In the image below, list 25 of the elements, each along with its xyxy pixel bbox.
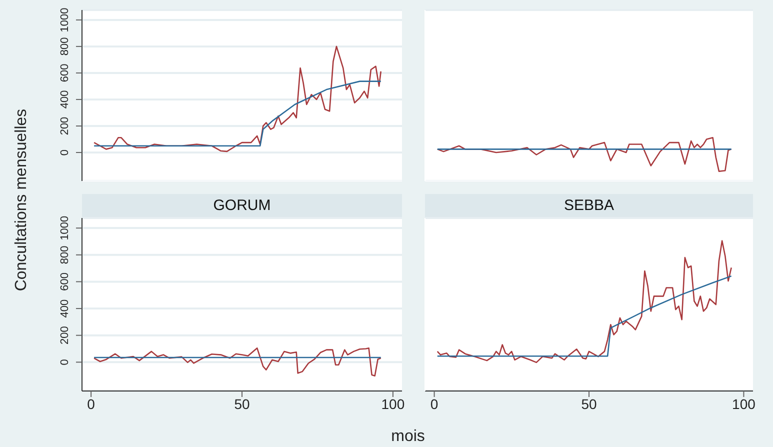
y-tick-label: 600 <box>59 272 71 291</box>
y-tick-label: 600 <box>59 64 71 82</box>
x-tick-label: 0 <box>87 396 96 412</box>
y-tick-label: 400 <box>59 90 71 109</box>
x-tick-label: 100 <box>381 396 405 412</box>
chart-title: SEBBA <box>425 194 753 218</box>
line-series <box>93 80 382 147</box>
x-tick-label: 0 <box>430 396 438 412</box>
y-tick-label: 200 <box>59 326 71 345</box>
y-tick-label: 800 <box>59 246 71 264</box>
y-tick-label: 200 <box>59 116 71 136</box>
x-tick-label: 50 <box>581 396 597 412</box>
y-tick-label: 0 <box>59 359 71 366</box>
line-series <box>93 46 382 152</box>
y-axis-title: Concultations mensuelles <box>13 108 31 292</box>
chart-title: GORUM <box>82 194 402 218</box>
y-tick-label: 400 <box>59 299 71 318</box>
x-tick-label: 100 <box>732 396 756 412</box>
line-series <box>93 347 382 376</box>
x-tick-label: 50 <box>234 396 250 412</box>
y-tick-label: 1000 <box>59 8 71 32</box>
x-axis-title: mois <box>391 428 425 446</box>
y-tick-label: 1000 <box>59 216 71 240</box>
y-tick-label: 800 <box>59 37 71 56</box>
y-tick-label: 0 <box>59 149 71 156</box>
